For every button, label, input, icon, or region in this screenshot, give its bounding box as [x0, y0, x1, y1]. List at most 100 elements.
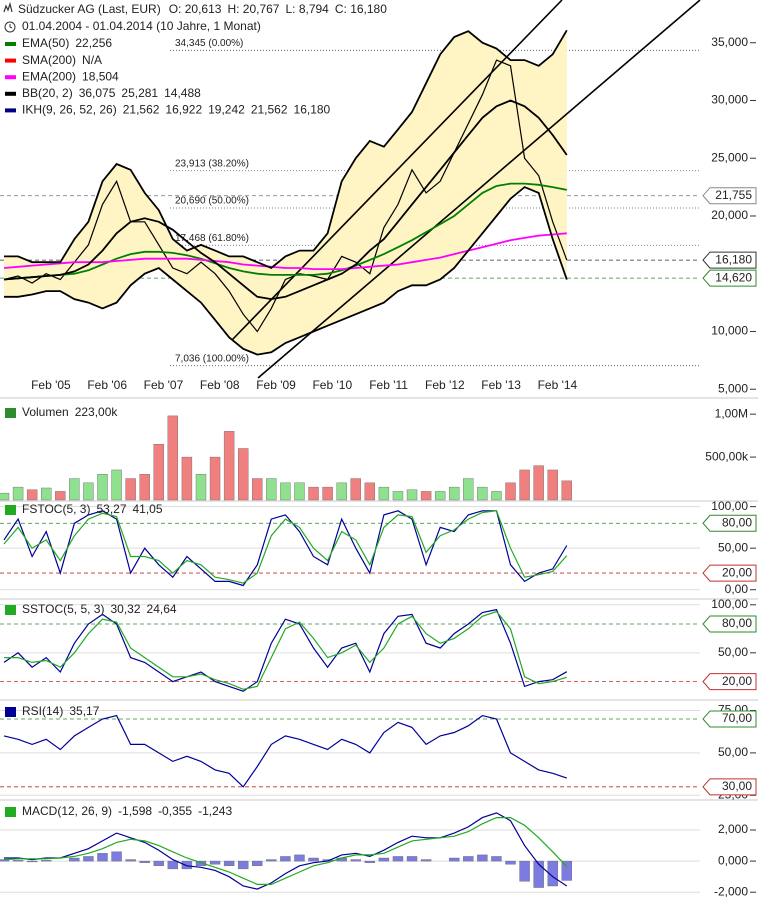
- legend-value: 19,242: [208, 103, 245, 117]
- marker-box: [702, 269, 757, 287]
- bar: [491, 856, 502, 862]
- bar: [449, 857, 460, 862]
- marker-label: 20,00: [722, 565, 752, 579]
- marker-label: 20,00: [722, 674, 752, 688]
- legend-value: 36,075: [79, 86, 116, 100]
- marker-box: [702, 251, 757, 269]
- y-tick-label: 500,00k: [705, 449, 749, 463]
- quote-value: H: 20,767: [227, 2, 279, 16]
- legend-swatch: [5, 75, 16, 80]
- legend-value: 35,17: [69, 704, 99, 718]
- legend-label: IKH(9, 26, 52, 26): [22, 103, 117, 117]
- bar: [237, 860, 249, 870]
- band-line: [4, 186, 568, 356]
- y-tick-label: 5,000: [718, 381, 748, 395]
- bar: [519, 469, 530, 501]
- bar: [434, 491, 446, 501]
- bar: [111, 469, 122, 501]
- fib-label: 20,690 (50.00%): [175, 196, 249, 207]
- marker-box: [702, 615, 757, 633]
- bar: [111, 851, 122, 862]
- legend-value: -1,243: [198, 804, 232, 818]
- bar: [364, 860, 376, 863]
- marker-box: [702, 778, 757, 796]
- series-line: [4, 812, 568, 890]
- bar: [139, 474, 150, 501]
- legend-swatch: [5, 707, 16, 717]
- bar: [322, 486, 333, 501]
- legend-value: 25,281: [121, 86, 158, 100]
- legend-swatch: [5, 42, 16, 46]
- bar: [26, 860, 38, 863]
- bar: [266, 859, 277, 862]
- legend-swatch: [5, 91, 16, 96]
- bar: [12, 860, 24, 862]
- x-tick-label: Feb '10: [312, 378, 352, 392]
- legend-label: EMA(50): [22, 36, 69, 50]
- bar: [223, 860, 235, 866]
- marker-label: 80,00: [722, 515, 752, 529]
- chart-icon: [3, 1, 16, 33]
- x-tick-label: Feb '07: [144, 378, 184, 392]
- legend-value: -0,355: [158, 804, 192, 818]
- bar: [392, 491, 404, 501]
- legend-swatch: [5, 505, 16, 515]
- bar: [533, 465, 544, 501]
- legend-value: 30,32: [110, 602, 140, 616]
- y-tick-label: 0,000: [718, 853, 748, 867]
- legend-swatch: [5, 408, 16, 418]
- quote-value: L: 8,794: [285, 2, 329, 16]
- bar: [505, 860, 516, 865]
- marker-label: 80,00: [722, 616, 752, 630]
- bar: [533, 860, 544, 888]
- fib-label: 34,345 (0.00%): [175, 38, 243, 49]
- series-line: [3, 182, 567, 281]
- bar: [561, 860, 572, 881]
- x-tick-label: Feb '09: [256, 378, 296, 392]
- x-tick-label: Feb '08: [200, 378, 240, 392]
- bar: [280, 482, 291, 501]
- y-tick-label: 35,000: [711, 35, 748, 49]
- bar: [237, 448, 249, 501]
- legend-label: BB(20, 2): [22, 86, 73, 100]
- band-line: [4, 29, 568, 270]
- marker-box: [702, 710, 757, 728]
- bar: [26, 489, 38, 501]
- series-line: [3, 817, 568, 885]
- legend-value: 223,00k: [75, 405, 119, 419]
- bar: [350, 859, 361, 862]
- bar: [336, 482, 347, 501]
- y-tick-label: 100,00: [711, 499, 748, 513]
- bar: [266, 478, 277, 501]
- chart-icon-glyph: [3, 1, 13, 13]
- series-line: [3, 714, 567, 788]
- panel-title: RSI(14): [22, 704, 63, 718]
- fib-label: 7,036 (100.00%): [175, 353, 249, 364]
- legend-value: 21,562: [123, 103, 160, 117]
- bar: [378, 857, 390, 862]
- bar: [139, 860, 150, 863]
- band-line: [3, 99, 568, 301]
- bar: [209, 860, 221, 865]
- bar: [0, 492, 10, 501]
- y-tick-label: 50,00: [718, 745, 748, 759]
- legend-swatch: [5, 605, 16, 615]
- bar: [491, 491, 502, 501]
- fib-label: 17,468 (61.80%): [175, 233, 249, 244]
- bar: [167, 415, 179, 501]
- bar: [294, 854, 305, 862]
- bar: [477, 486, 488, 501]
- y-tick-label: 50,00: [718, 645, 748, 659]
- bar: [209, 456, 221, 501]
- legend-value: 53,27: [96, 502, 126, 516]
- bar: [69, 478, 80, 501]
- legend-value: -1,598: [118, 804, 152, 818]
- bar: [195, 860, 207, 866]
- series-line: [3, 232, 567, 270]
- y-tick-label: 1,00M: [715, 406, 748, 420]
- bar: [41, 487, 52, 501]
- bar: [125, 859, 136, 862]
- legend-value: 16,922: [165, 103, 202, 117]
